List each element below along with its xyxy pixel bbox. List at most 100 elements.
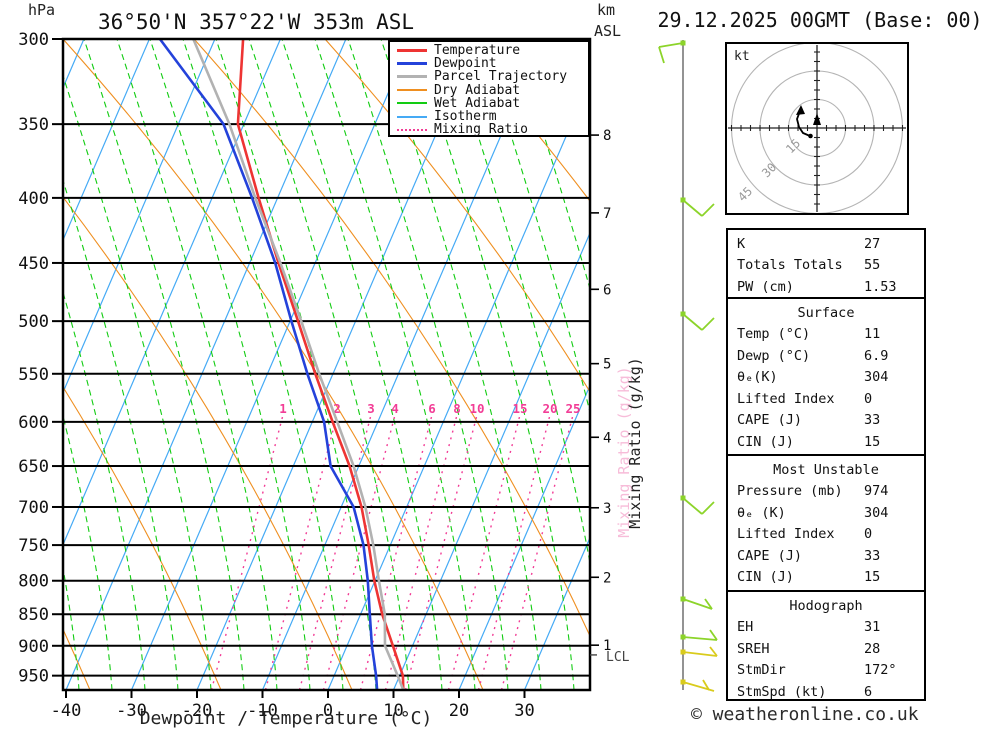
legend-line-sample — [397, 128, 427, 131]
table-row-label: CIN (J) — [737, 433, 794, 450]
wet-adiabat-line — [63, 413, 113, 690]
wet-adiabat-line — [248, 39, 410, 690]
pressure-tick-label: 450 — [18, 254, 49, 274]
pressure-tick-label: 550 — [18, 365, 49, 385]
mixing-ratio-line — [447, 414, 521, 690]
table-row: CIN (J) 15 — [728, 567, 924, 589]
mixing-ratio-value-label: 20 — [542, 401, 557, 416]
altitude-axis-unit-km: km — [597, 1, 615, 19]
table-row-label: SREH — [737, 640, 770, 657]
wind-barb — [680, 646, 718, 657]
table-row-value: 974 — [864, 483, 889, 500]
hodograph-unit-label: kt — [734, 49, 750, 64]
mixing-ratio-value-label: 15 — [512, 401, 527, 416]
table-row-label: Lifted Index — [737, 390, 835, 407]
legend-item-label: Isotherm — [434, 109, 497, 125]
mixing-ratio-line — [477, 414, 551, 690]
mixing-ratio-line — [210, 414, 284, 690]
table-row-value: 172° — [864, 662, 897, 679]
x-axis-tick-label: 20 — [449, 701, 469, 721]
pressure-tick-label: 500 — [18, 312, 49, 332]
legend-item: Mixing Ratio — [397, 123, 588, 136]
mixing-ratio-line — [264, 414, 338, 690]
mixing-ratio-line — [322, 414, 396, 690]
wind-barb-feather — [682, 598, 713, 610]
date-title: 29.12.2025 00GMT (Base: 00) — [657, 8, 982, 32]
table-row: Lifted Index 0 — [728, 388, 924, 410]
table-row-label: CAPE (J) — [737, 412, 803, 429]
table-row-label: EH — [737, 619, 754, 636]
x-axis-tick-label: 0 — [323, 701, 333, 721]
pressure-axis-unit: hPa — [28, 1, 55, 19]
table-row-value: 33 — [864, 547, 881, 564]
wind-barb-feather — [704, 598, 713, 610]
table-row-value: 27 — [864, 235, 881, 252]
table-row: θₑ (K) 304 — [728, 502, 924, 524]
km-tick-label: 8 — [603, 128, 611, 144]
wind-barb-feather — [701, 317, 715, 331]
plot-border — [61, 37, 592, 692]
wind-barb-feather — [702, 679, 710, 691]
table-row-label: PW (cm) — [737, 278, 794, 295]
pressure-tick-label: 400 — [18, 189, 49, 209]
credit-watermark: © weatheronline.co.uk — [691, 704, 919, 725]
mixing-ratio-value-label: 25 — [565, 401, 580, 416]
pressure-tick-label: 650 — [18, 457, 49, 477]
wind-barb-feather — [658, 46, 665, 64]
surface-table: Surface Temp (°C) 11 Dewp (°C) 6.9 θₑ(K) 304 Li… — [726, 297, 926, 456]
table-row-value: 11 — [864, 326, 881, 343]
table-row-label: Temp (°C) — [737, 326, 811, 343]
mixing-ratio-line — [298, 414, 372, 690]
table-row: StmDir 172° — [728, 660, 924, 682]
parcel-trajectory-curve — [192, 39, 405, 690]
table-section-header: Hodograph — [789, 597, 863, 614]
legend-line-sample — [397, 75, 427, 79]
x-axis-tick-label: 10 — [383, 701, 403, 721]
legend-line-sample — [397, 62, 427, 66]
table-row: Pressure (mb) 974 — [728, 481, 924, 503]
wind-barb — [658, 40, 686, 64]
wind-barb-feather — [701, 203, 715, 217]
hodograph-table: Hodograph EH 31 SREH 28 StmDir 172° StmSpd (kt)… — [726, 590, 926, 701]
pressure-tick-label: 900 — [18, 637, 49, 657]
wind-barb — [680, 596, 713, 610]
wind-barb-feather — [709, 646, 718, 657]
mixing-ratio-line — [404, 414, 478, 690]
table-row: SREH 28 — [728, 638, 924, 660]
most-unstable-table: Most Unstable Pressure (mb) 974 θₑ (K) 304 Li… — [726, 454, 926, 592]
legend-item-label: Dry Adiabat — [434, 82, 521, 98]
table-row: CAPE (J) 33 — [728, 545, 924, 567]
temperature-curve — [236, 39, 405, 690]
wet-adiabat-line — [63, 565, 80, 690]
mixing-ratio-value-label: 6 — [428, 401, 436, 416]
legend-item: Temperature — [397, 44, 588, 57]
wind-barb-feather — [682, 199, 703, 217]
table-row-value: 304 — [864, 504, 889, 521]
mixing-ratio-value-label: 2 — [333, 401, 341, 416]
table-row-label: θₑ(K) — [737, 369, 778, 386]
table-row: EH 31 — [728, 617, 924, 639]
table-row-value: 6.9 — [864, 347, 889, 364]
table-row-value: 15 — [864, 433, 881, 450]
table-row: K 27 — [728, 233, 924, 255]
table-row-label: θₑ (K) — [737, 504, 786, 521]
table-row-value: 304 — [864, 369, 889, 386]
x-axis-tick-label: 30 — [514, 701, 534, 721]
table-row: CIN (J) 15 — [728, 431, 924, 453]
pressure-tick-label: 700 — [18, 498, 49, 518]
pressure-tick-label: 750 — [18, 536, 49, 556]
table-row-value: 6 — [864, 683, 873, 700]
mixing-ratio-value-label: 1 — [279, 401, 287, 416]
x-axis-tick-label: -40 — [51, 701, 82, 721]
chart-title: 36°50'N 357°22'W 353m ASL — [98, 10, 414, 34]
km-tick-label: 5 — [603, 357, 611, 373]
legend-item: Parcel Trajectory — [397, 70, 588, 83]
table-row-value: 0 — [864, 390, 873, 407]
km-tick-label: 3 — [603, 501, 611, 517]
table-section-header: Surface — [797, 304, 855, 321]
hodograph-wind-trace — [796, 110, 811, 137]
legend-item: Wet Adiabat — [397, 97, 588, 110]
legend-item-label: Mixing Ratio — [434, 122, 528, 138]
mixing-ratio-axis-label-ghost: Mixing Ratio (g/kg) — [615, 366, 633, 538]
